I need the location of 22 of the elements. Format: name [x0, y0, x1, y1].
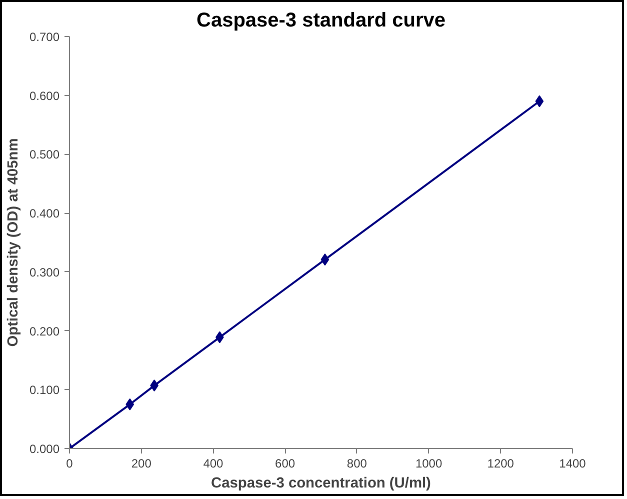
y-tick-label: 0.300: [29, 265, 60, 280]
x-tick-label: 0: [66, 456, 74, 470]
x-tick-label: 1000: [415, 456, 442, 470]
point: [320, 254, 330, 266]
y-axis-title: Optical density (OD) at 405nm: [5, 138, 22, 347]
y-tick-label: 0.500: [29, 148, 60, 162]
y-tick-label: 0.400: [29, 206, 60, 221]
y-tick-label: 0.700: [29, 30, 60, 44]
y-tick-label: 0.200: [29, 324, 60, 338]
y-tick-label: 0.100: [29, 383, 60, 398]
y-tick-label: 0.600: [29, 88, 60, 103]
x-axis-title: Caspase-3 concentration (U/ml): [211, 476, 432, 492]
x-tick-label: 600: [275, 456, 296, 470]
x-tick-label: 400: [203, 456, 224, 470]
x-tick-label: 800: [346, 456, 368, 470]
point: [535, 95, 544, 108]
point: [126, 398, 134, 410]
x-tick-label: 1400: [559, 456, 586, 470]
x-tick-label: 200: [131, 456, 152, 470]
x-tick-label: 1200: [487, 456, 514, 470]
y-tick-label: 0.000: [29, 442, 60, 456]
chart-title: Caspase-3 standard curve: [196, 10, 446, 32]
